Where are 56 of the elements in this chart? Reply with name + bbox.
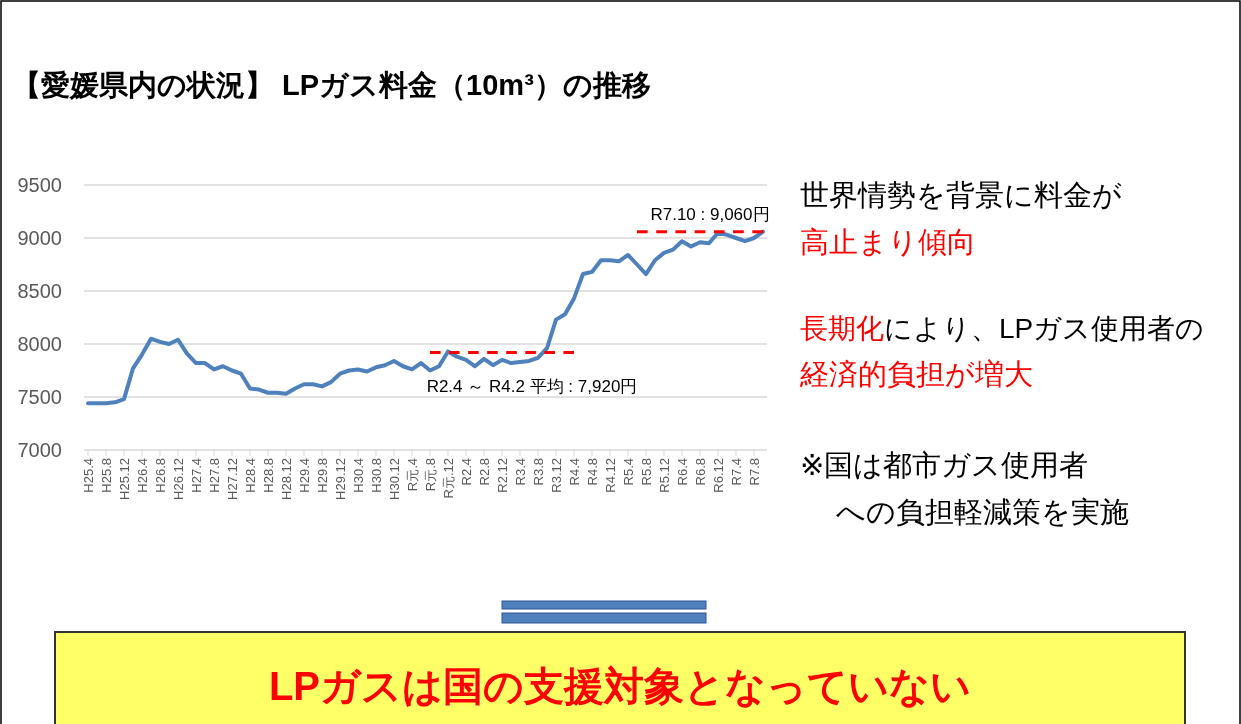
y-tick-label: 8500 xyxy=(17,280,62,302)
x-tick-label: R3.12 xyxy=(549,458,564,493)
x-tick-label: R5.4 xyxy=(621,458,636,486)
y-tick-label: 7500 xyxy=(17,386,62,408)
x-tick-label: R2.12 xyxy=(495,458,510,493)
x-tick-label: H25.4 xyxy=(81,458,96,493)
x-tick-label: R元.4 xyxy=(405,458,420,492)
text: 世界情勢を背景に料金が xyxy=(800,179,1122,211)
text: への負担軽減策を実施 xyxy=(836,496,1129,528)
line-series xyxy=(86,229,765,406)
x-tick-label: R4.12 xyxy=(603,458,618,493)
x-tick-label: H30.8 xyxy=(369,458,384,493)
x-tick-label: R4.8 xyxy=(585,458,600,486)
x-tick-label: H25.8 xyxy=(99,458,114,493)
y-tick-label: 7000 xyxy=(17,439,62,461)
x-tick-label: R2.4 xyxy=(459,458,474,486)
x-tick-label: H26.12 xyxy=(171,458,186,500)
x-tick-label: H29.4 xyxy=(297,458,312,493)
x-tick-label: R7.8 xyxy=(747,458,762,486)
x-tick-label: H27.4 xyxy=(189,458,204,493)
x-tick-label: R元.8 xyxy=(423,458,438,492)
x-tick-label: H26.8 xyxy=(153,458,168,493)
x-tick-label: R4.4 xyxy=(567,458,582,486)
annotation: R7.10 : 9,060円 xyxy=(650,204,770,224)
text: 長期化 xyxy=(800,313,884,344)
x-tick-label: R5.12 xyxy=(657,458,672,493)
text: LPガスは国の支援対象となっていない xyxy=(268,664,972,708)
y-tick-label: 9000 xyxy=(17,227,62,249)
x-tick-label: R3.4 xyxy=(513,458,528,486)
x-tick-label: R7.4 xyxy=(729,458,744,486)
x-tick-label: H29.8 xyxy=(315,458,330,493)
x-tick-label: H28.12 xyxy=(279,458,294,500)
text: ※国は都市ガス使用者 xyxy=(800,449,1089,481)
chart-title: 【愛媛県内の状況】 LPガス料金（10m³）の推移 xyxy=(12,69,651,101)
x-tick-label: H28.8 xyxy=(261,458,276,493)
x-tick-label: R6.12 xyxy=(711,458,726,493)
text: 高止まり傾向 xyxy=(800,226,976,258)
y-tick-label: 8000 xyxy=(17,333,62,355)
x-tick-label: H27.12 xyxy=(225,458,240,500)
y-tick-label: 9500 xyxy=(17,174,62,196)
x-tick-label: R5.8 xyxy=(639,458,654,486)
text: 経済的負担が増大 xyxy=(799,358,1033,390)
text: により、LPガス使用者の xyxy=(884,313,1205,344)
x-tick-label: R3.8 xyxy=(531,458,546,486)
x-tick-label: R2.8 xyxy=(477,458,492,486)
x-tick-label: R6.4 xyxy=(675,458,690,486)
annotation: R2.4 ～ R4.2 平均 : 7,920円 xyxy=(426,377,638,397)
x-tick-label: R6.8 xyxy=(693,458,708,486)
x-tick-label: H28.4 xyxy=(243,458,258,493)
x-tick-label: H29.12 xyxy=(333,458,348,500)
x-tick-label: H27.8 xyxy=(207,458,222,493)
x-tick-label: H30.4 xyxy=(351,458,366,493)
x-tick-label: H30.12 xyxy=(387,458,402,500)
x-tick-label: H26.4 xyxy=(135,458,150,493)
x-tick-label: H25.12 xyxy=(117,458,132,500)
x-tick-label: R元.12 xyxy=(441,458,456,499)
